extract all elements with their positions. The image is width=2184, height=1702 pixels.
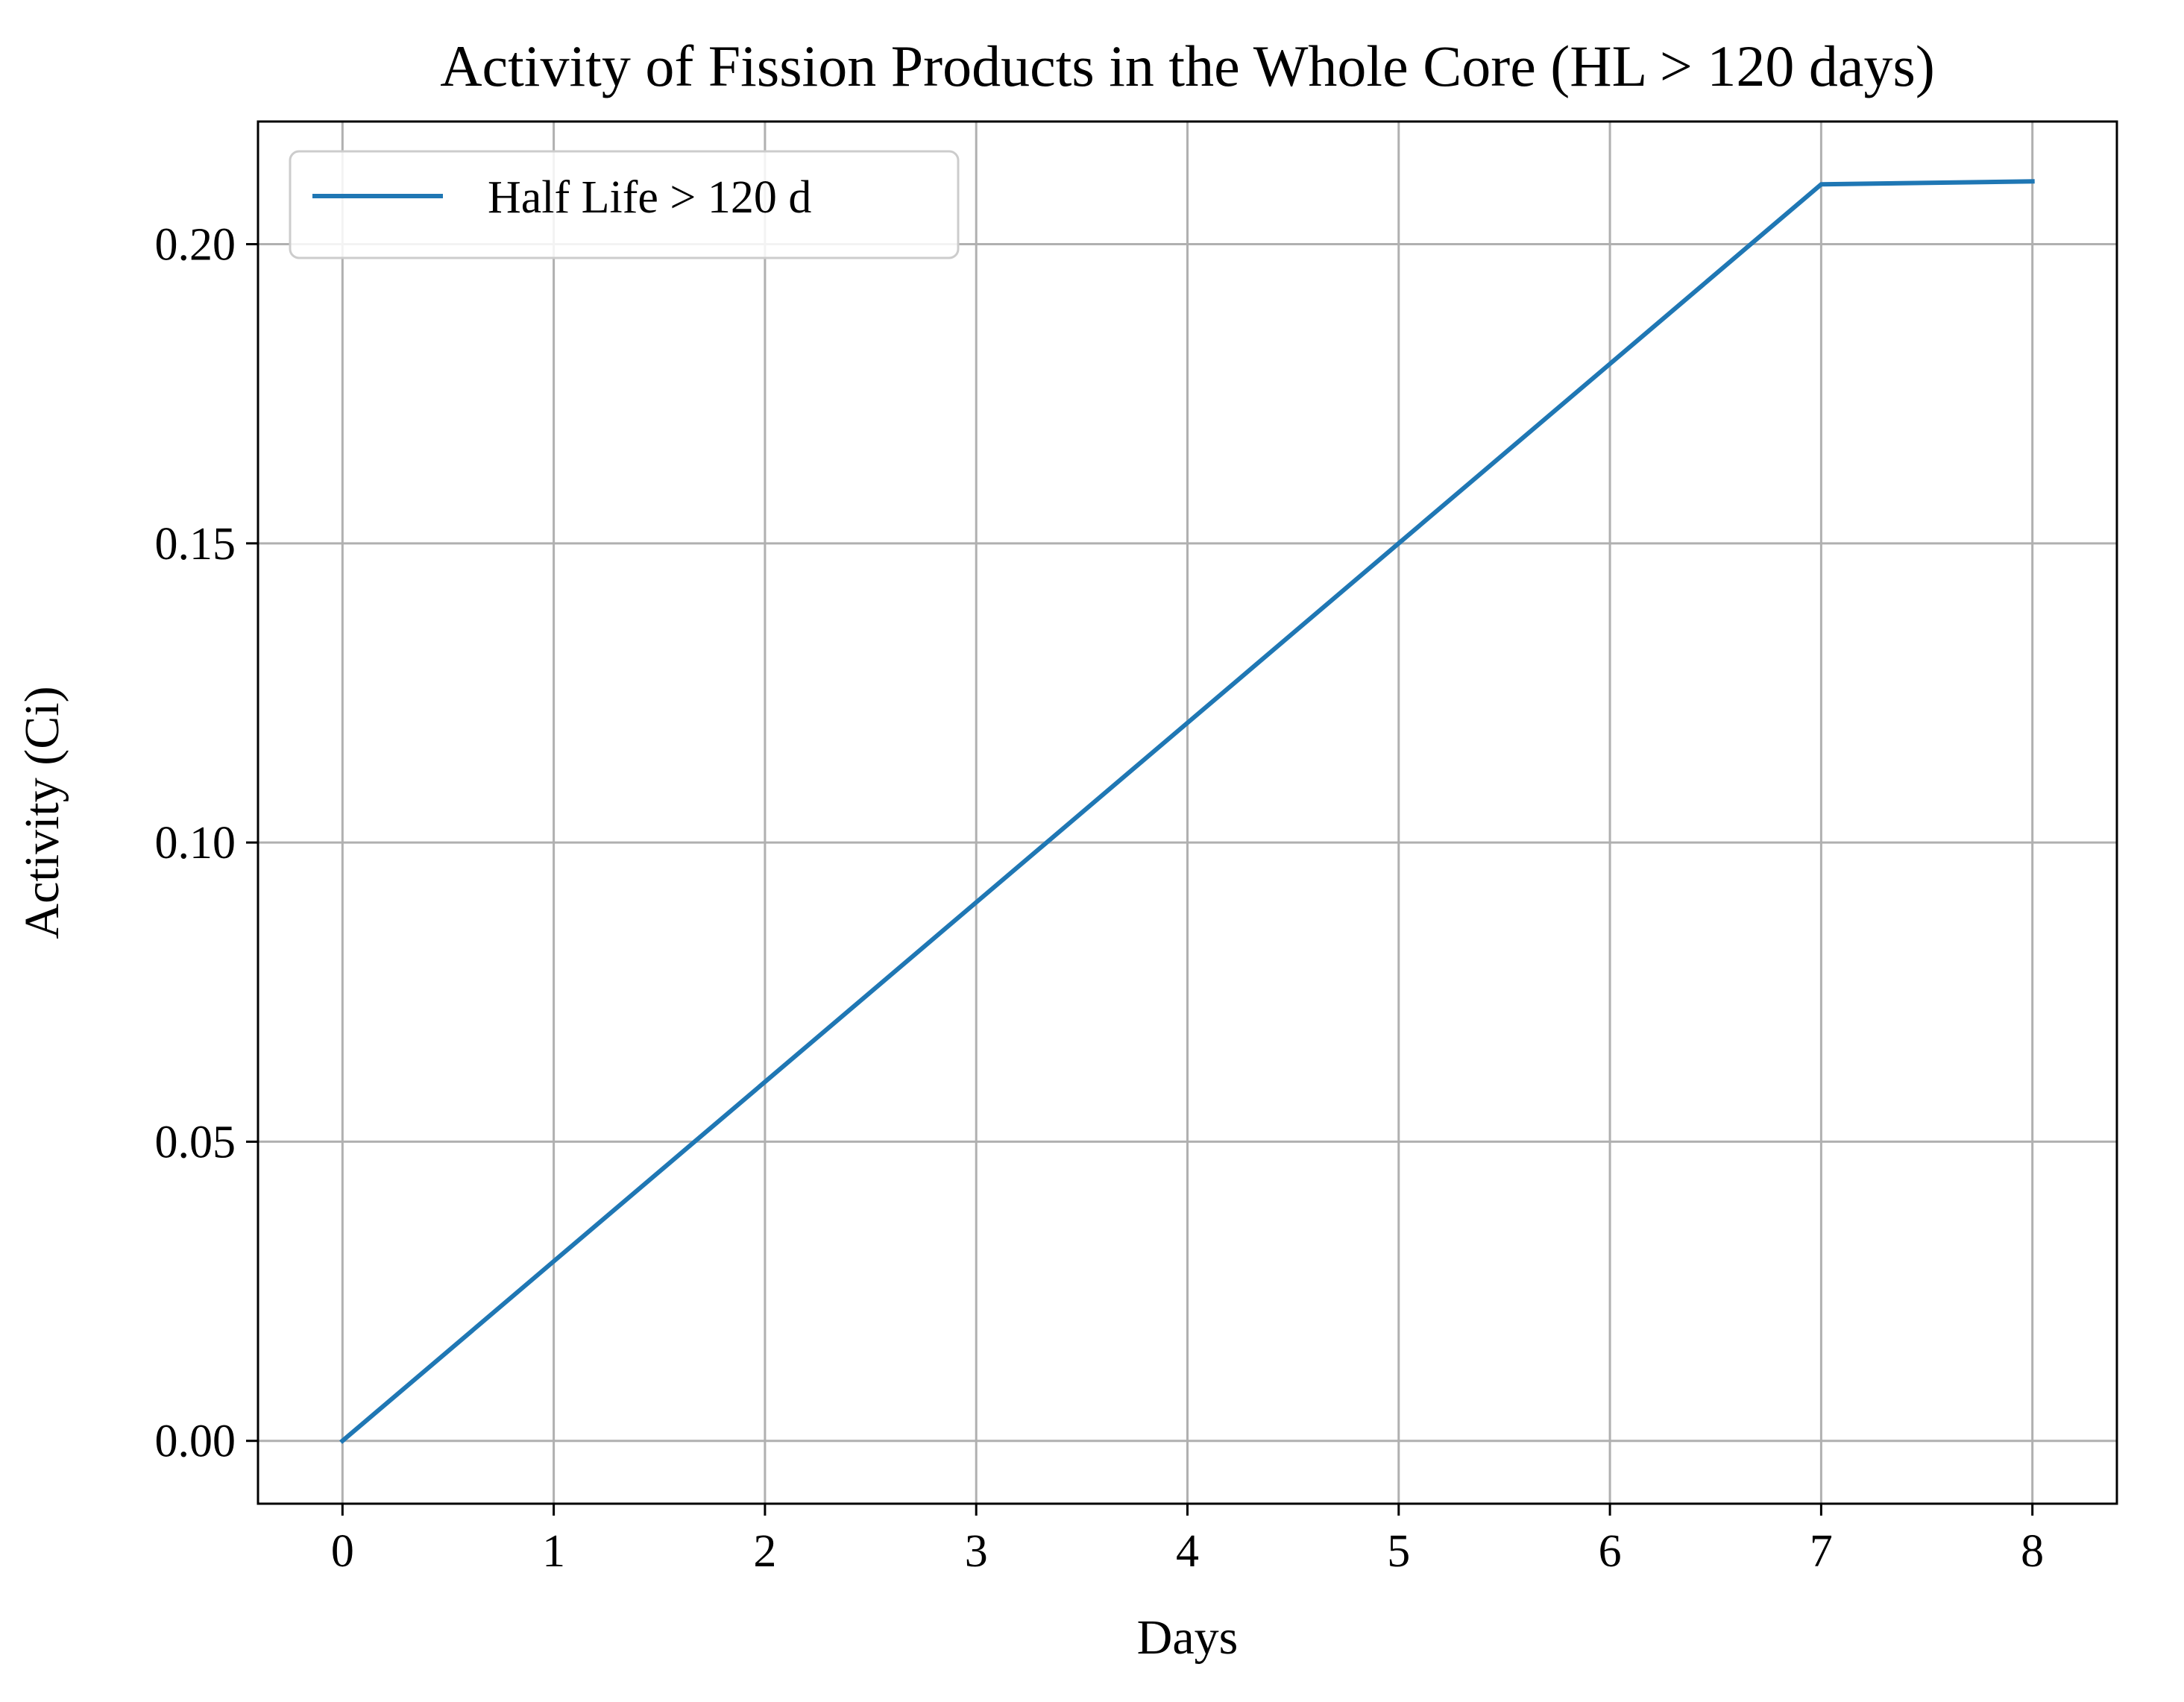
y-tick-label: 0.00 — [155, 1416, 236, 1467]
series-line — [339, 179, 2035, 1444]
x-tick-label: 1 — [542, 1526, 565, 1577]
series-layer — [339, 179, 2035, 1444]
legend: Half Life > 120 d — [289, 150, 960, 259]
legend-box — [289, 150, 960, 259]
legend-label: Half Life > 120 d — [488, 172, 811, 223]
y-tick-label: 0.05 — [155, 1117, 236, 1167]
y-tick-label: 0.15 — [155, 519, 236, 570]
x-tick-label: 7 — [1810, 1526, 1833, 1577]
grid-lines — [258, 122, 2117, 1504]
chart-title: Activity of Fission Products in the Whol… — [440, 34, 1935, 98]
y-tick-label: 0.20 — [155, 220, 236, 271]
x-tick-label: 3 — [965, 1526, 988, 1577]
y-axis-label: Activity (Ci) — [15, 686, 69, 939]
x-tick-label: 4 — [1176, 1526, 1199, 1577]
x-tick-label: 6 — [1599, 1526, 1622, 1577]
axis-ticks: 0 1 2 3 4 5 6 7 8 0.00 0.05 0.10 0.15 0.20 — [155, 220, 2045, 1577]
x-tick-label: 2 — [753, 1526, 776, 1577]
x-tick-label: 0 — [331, 1526, 354, 1577]
x-tick-label: 5 — [1387, 1526, 1410, 1577]
x-axis-label: Days — [1137, 1610, 1239, 1665]
x-tick-label: 8 — [2021, 1526, 2044, 1577]
y-tick-label: 0.10 — [155, 818, 236, 869]
